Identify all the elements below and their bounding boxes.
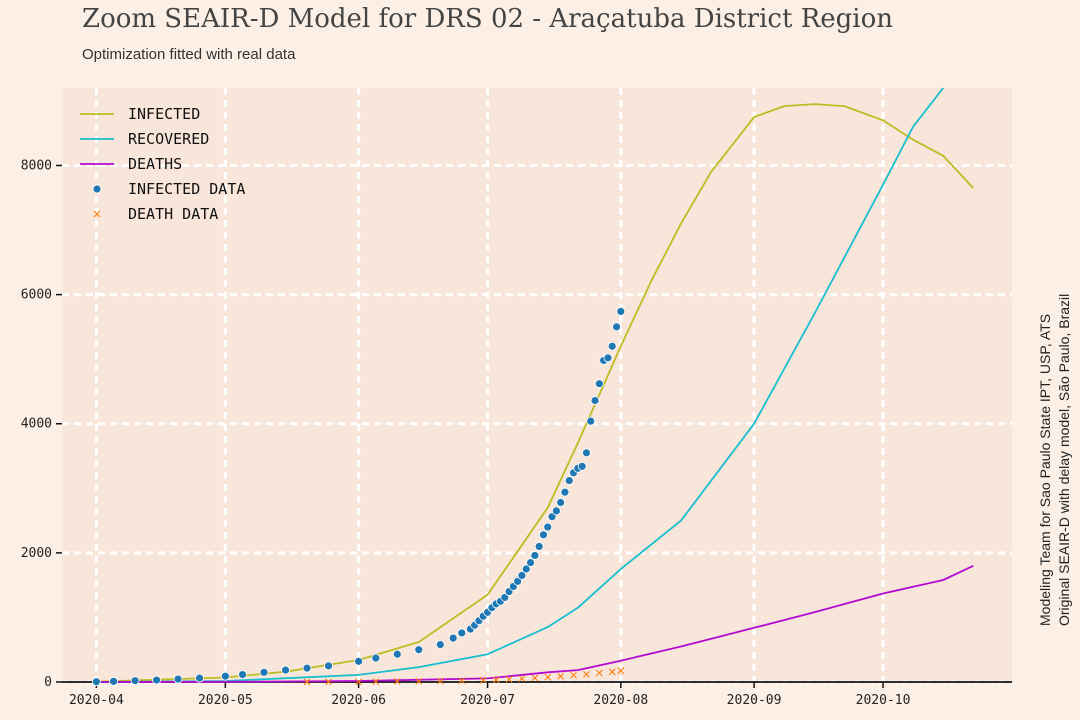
page-title: Zoom SEAIR-D Model for DRS 02 - Araçatub… xyxy=(82,4,894,34)
infected-data-point xyxy=(539,530,548,540)
death-data-point xyxy=(355,678,362,686)
infected-data-point xyxy=(457,628,467,638)
infected-data-point xyxy=(371,653,381,663)
infected-data-point xyxy=(152,675,161,685)
legend-label-deaths: DEATHS xyxy=(128,155,182,173)
death-data-point xyxy=(505,675,513,683)
infected-data-point xyxy=(543,522,553,532)
infected-data-point xyxy=(612,322,621,332)
legend-label-death-data: DEATH DATA xyxy=(128,205,218,223)
axes: 2020-04 2020-05 2020-06 2020-07 2020-08 2020-… xyxy=(21,158,1012,708)
death-data-point xyxy=(325,678,332,686)
infected-data-point xyxy=(564,476,574,485)
legend-label-recovered: RECOVERED xyxy=(128,130,209,148)
death-data-point xyxy=(393,678,401,685)
death-data-point xyxy=(492,676,500,684)
x-tick-label: 2020-07 xyxy=(460,693,515,708)
infected-line xyxy=(96,103,974,683)
death-data-point xyxy=(570,671,577,679)
infected-data-point xyxy=(91,677,101,687)
infected-data-point xyxy=(195,673,204,683)
death-data-point xyxy=(557,672,565,680)
death-data-point xyxy=(436,677,444,685)
infected-data-point xyxy=(560,487,570,497)
infected-data-point xyxy=(435,640,445,649)
y-tick-label: 0 xyxy=(44,675,52,690)
x-tick-label: 2020-04 xyxy=(69,693,124,708)
x-tick-label: 2020-10 xyxy=(856,693,911,708)
infected-data-point xyxy=(594,379,604,389)
death-data-point xyxy=(372,678,380,686)
death-data-point xyxy=(518,675,526,683)
x-tick-label: 2020-08 xyxy=(593,693,648,708)
infected-data-point xyxy=(607,341,617,351)
infected-data-point xyxy=(324,661,333,671)
y-tick-label: 8000 xyxy=(21,158,52,173)
x-tick-label: 2020-06 xyxy=(331,693,386,708)
death-data-point xyxy=(458,677,466,685)
death-data-point xyxy=(617,667,625,675)
y-tick-label: 2000 xyxy=(21,546,52,561)
infected-data-point xyxy=(281,665,290,675)
infected-data-point xyxy=(577,461,587,471)
recovered-line xyxy=(96,87,944,683)
infected-data-point xyxy=(590,396,600,405)
y-tick-label: 6000 xyxy=(21,288,52,303)
plot-area xyxy=(62,88,1012,682)
infected-data-point xyxy=(354,656,364,666)
death-data-point xyxy=(595,669,603,677)
legend-label-infected: INFECTED xyxy=(128,105,200,123)
infected-data-point xyxy=(526,558,535,567)
infected-data-point xyxy=(547,512,557,522)
x-tick-label: 2020-09 xyxy=(727,693,782,708)
legend-swatch-infected-data xyxy=(92,184,102,194)
death-data-point xyxy=(415,677,423,685)
infected-data-point xyxy=(530,551,540,560)
death-data-point xyxy=(531,674,539,682)
infected-data-point xyxy=(130,676,140,686)
infected-data-point xyxy=(220,671,230,681)
death-data-point xyxy=(479,676,487,684)
legend-label-infected-data: INFECTED DATA xyxy=(128,180,245,198)
death-data-point xyxy=(583,670,590,678)
x-tick-label: 2020-05 xyxy=(198,693,253,708)
infected-data-point xyxy=(556,498,566,507)
infected-data-point xyxy=(414,645,424,655)
infected-data-point xyxy=(173,674,183,684)
death-data-point xyxy=(303,678,311,686)
death-data-point xyxy=(608,668,616,676)
infected-data-point xyxy=(259,667,269,677)
infected-data-point xyxy=(238,670,247,679)
infected-data-point xyxy=(517,571,527,580)
infected-data-point xyxy=(302,663,312,673)
infected-data-point xyxy=(551,506,561,516)
infected-data-point xyxy=(586,416,596,426)
death-data-point xyxy=(544,673,552,681)
side-note-model: Original SEAIR-D with delay model, São P… xyxy=(1056,293,1072,626)
infected-data-point xyxy=(513,576,523,586)
series-layer xyxy=(91,87,974,687)
legend-swatch-death-data xyxy=(93,210,101,218)
infected-data-point xyxy=(109,676,118,686)
infected-data-point xyxy=(582,448,591,458)
side-note-team: Modeling Team for Sao Paulo State IPT, U… xyxy=(1037,313,1053,626)
y-tick-label: 4000 xyxy=(21,417,52,432)
infected-data-point xyxy=(392,649,402,659)
infected-data-point xyxy=(616,306,626,316)
infected-data-point xyxy=(500,593,510,602)
infected-data-point xyxy=(448,633,458,643)
legend: INFECTED RECOVERED DEATHS INFECTED DATA DEAT… xyxy=(80,105,245,223)
chart-subtitle: Optimization fitted with real data xyxy=(82,46,296,63)
infected-data-point xyxy=(534,542,544,551)
infected-data-point xyxy=(521,564,531,574)
infected-data-point xyxy=(603,353,613,363)
